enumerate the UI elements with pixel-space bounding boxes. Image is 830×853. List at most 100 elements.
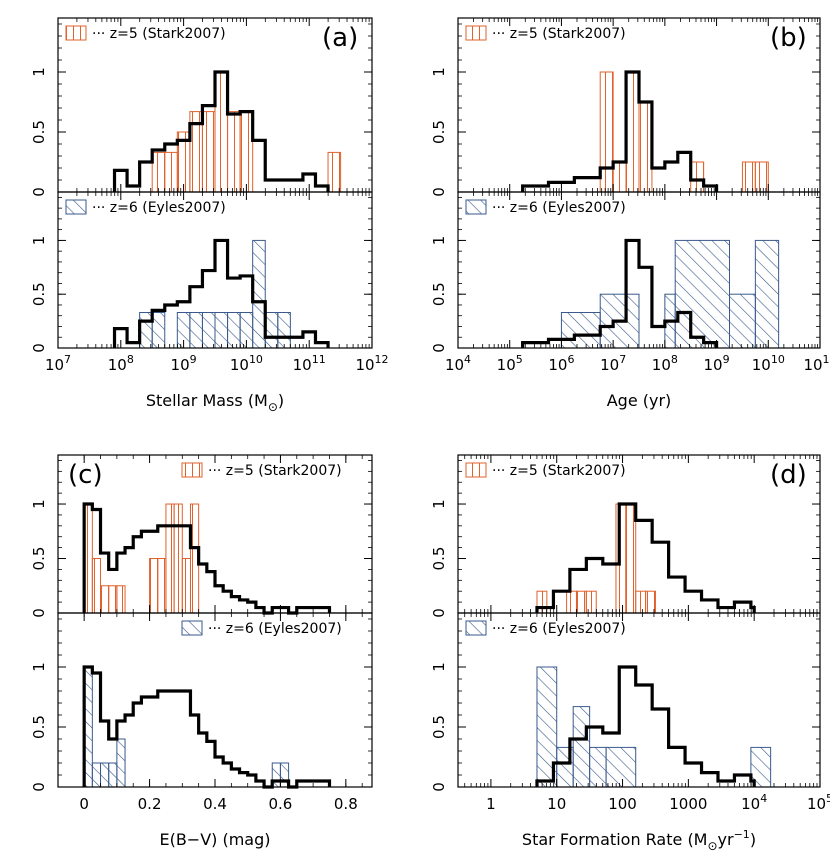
legend-swatch	[465, 199, 487, 215]
hist-bar	[327, 151, 342, 193]
x-tick-exponent: 8	[671, 353, 678, 366]
hist-bar	[149, 558, 159, 614]
x-tick-label: 108	[108, 353, 134, 374]
x-axis-label: Age (yr)	[607, 391, 672, 410]
x-tick-label: 1	[486, 795, 496, 813]
subpanel-b-bottom: 0 0.5 1 ··· z=6 (Eyles2007)	[430, 191, 821, 353]
x-tick-exponent: 11	[312, 353, 326, 366]
hist-bar	[201, 111, 216, 193]
hist-bar	[139, 311, 153, 349]
model-step-line	[535, 502, 756, 613]
x-tick-label: 1010	[752, 353, 785, 374]
hist-bar	[252, 239, 266, 349]
x-tick-exponent: 11	[823, 353, 830, 366]
x-tick-exponent: 5	[516, 353, 523, 366]
hist-bar	[264, 311, 279, 349]
hist-bar	[239, 111, 254, 193]
x-tick-label: 107	[600, 353, 626, 374]
hist-bar	[108, 762, 118, 788]
y-tick-label: 0	[30, 187, 48, 197]
hist-bar	[625, 71, 640, 193]
x-axis-label: E(B−V) (mag)	[159, 830, 270, 849]
panel-letter: (a)	[322, 23, 358, 53]
legend-label: ··· z=6 (Eyles2007)	[492, 200, 626, 216]
subpanel-a-bottom: 0 0.5 1 ··· z=6 (Eyles2007)	[30, 191, 373, 353]
hist-bar	[754, 239, 780, 349]
x-tick-label: 0.4	[203, 795, 227, 813]
x-axis-label-superscript: −1	[734, 828, 750, 841]
model-step-line	[521, 70, 719, 192]
y-tick-label: 0.5	[30, 120, 48, 144]
x-axis-label-subscript: ⊙	[268, 400, 278, 414]
y-tick-label: 0.5	[30, 547, 48, 571]
hist-bar	[151, 311, 166, 349]
x-tick-label: 1012	[355, 353, 388, 374]
hist-bar	[575, 590, 587, 614]
hist-bar	[589, 746, 607, 788]
legend-swatch	[465, 620, 487, 636]
x-tick-exponent: 8	[127, 353, 134, 366]
x-tick-label: 0.6	[268, 795, 292, 813]
legend-label: ··· z=5 (Stark2007)	[208, 463, 342, 479]
x-tick-label: 1010	[230, 353, 263, 374]
hist-bar	[214, 71, 229, 193]
x-axis-label: Star Formation Rate (M⊙yr−1)	[522, 828, 756, 853]
x-tick-exponent: 4	[464, 353, 471, 366]
legend-swatch	[181, 462, 203, 478]
x-tick-label: 105	[807, 792, 830, 813]
panel-letter: (b)	[770, 23, 807, 53]
y-tick-label: 0	[430, 343, 448, 353]
subpanel-c-bottom: 0 0.5 1 ··· z=6 (Eyles2007)	[30, 612, 373, 792]
hist-bar	[151, 151, 166, 193]
x-tick-exponent: 7	[64, 353, 71, 366]
hist-bar	[189, 311, 203, 349]
subpanel-c-top: 0 0.5 1 ··· z=5 (Stark2007)	[30, 454, 373, 618]
y-tick-label: 1	[30, 499, 48, 509]
model-step-line	[535, 665, 756, 787]
axes-frame	[57, 612, 373, 788]
hist-bar	[612, 161, 627, 193]
hist-bar	[638, 101, 653, 193]
panel-letter: (c)	[68, 460, 103, 490]
y-tick-label: 0	[430, 782, 448, 792]
x-tick-exponent: 9	[723, 353, 730, 366]
hist-bar	[572, 706, 591, 788]
hist-bar	[201, 311, 216, 349]
y-tick-label: 1	[30, 67, 48, 77]
hist-bar	[277, 311, 291, 349]
hist-bar	[116, 738, 126, 788]
panel-d: 0 0.5 1 ··· z=5 (Stark2007) 0 0.5 1 ··· z=6 (Ey…	[430, 454, 830, 853]
hist-bar	[116, 585, 126, 614]
axes-frame	[457, 612, 821, 788]
y-tick-label: 0.5	[430, 282, 448, 306]
x-tick-label: 107	[45, 353, 71, 374]
plot-area: 0 0.5 1 ··· z=5 (Stark2007) 0 0.5 1 ··· z=6 (Ey…	[30, 17, 830, 853]
model-step-line	[112, 238, 330, 348]
y-tick-label: 0	[430, 608, 448, 618]
x-tick-exponent: 4	[760, 792, 767, 805]
y-tick-label: 1	[430, 236, 448, 246]
x-tick-label: 100	[608, 795, 637, 813]
y-tick-label: 1	[430, 499, 448, 509]
hist-bar	[91, 558, 102, 614]
subpanel-a-top: 0 0.5 1 ··· z=5 (Stark2007)	[30, 17, 373, 197]
x-tick-label: 108	[652, 353, 678, 374]
hist-bar	[566, 590, 577, 614]
y-tick-label: 0	[30, 608, 48, 618]
x-tick-label: 104	[445, 353, 471, 374]
hist-bar	[741, 161, 756, 193]
hist-bar	[214, 311, 229, 349]
y-tick-label: 0	[30, 343, 48, 353]
x-axis-label-end: yr	[718, 830, 734, 849]
model-step-line	[82, 665, 332, 789]
hist-bar	[599, 71, 614, 193]
hist-bar	[615, 503, 627, 614]
x-tick-label: 109	[171, 353, 197, 374]
y-tick-label: 0.5	[430, 715, 448, 739]
x-tick-exponent: 6	[567, 353, 574, 366]
y-tick-label: 0	[30, 782, 48, 792]
hist-bar	[754, 161, 769, 193]
axes-frame	[57, 191, 373, 349]
x-tick-label: 104	[741, 792, 767, 813]
